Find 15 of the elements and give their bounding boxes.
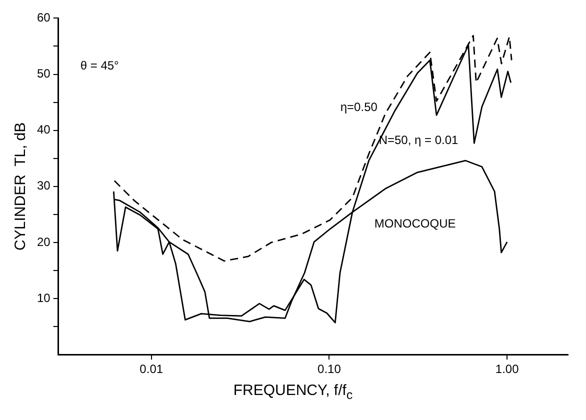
y-tick-label: 50 (36, 66, 51, 81)
series-label: MONOCOQUE (374, 216, 456, 231)
series-label: η=0.50 (340, 100, 378, 114)
y-axis-title: CYLINDER TL, dB (12, 122, 30, 250)
x-tick-label: 0.10 (318, 362, 342, 376)
y-tick-label: 40 (36, 122, 51, 137)
y-tick-label: 30 (36, 178, 51, 193)
y-tick-label: 10 (36, 290, 51, 305)
x-tick-label: 0.01 (140, 362, 164, 376)
annotation: θ = 45° (80, 58, 120, 73)
series-label: N=50, η = 0.01 (378, 132, 459, 147)
y-tick-label: 60 (36, 10, 51, 25)
y-tick-label: 20 (36, 234, 51, 249)
x-axis-title: FREQUENCY, f/f$_{c}$ (232, 382, 354, 402)
x-tick-label: 1.00 (495, 362, 520, 376)
